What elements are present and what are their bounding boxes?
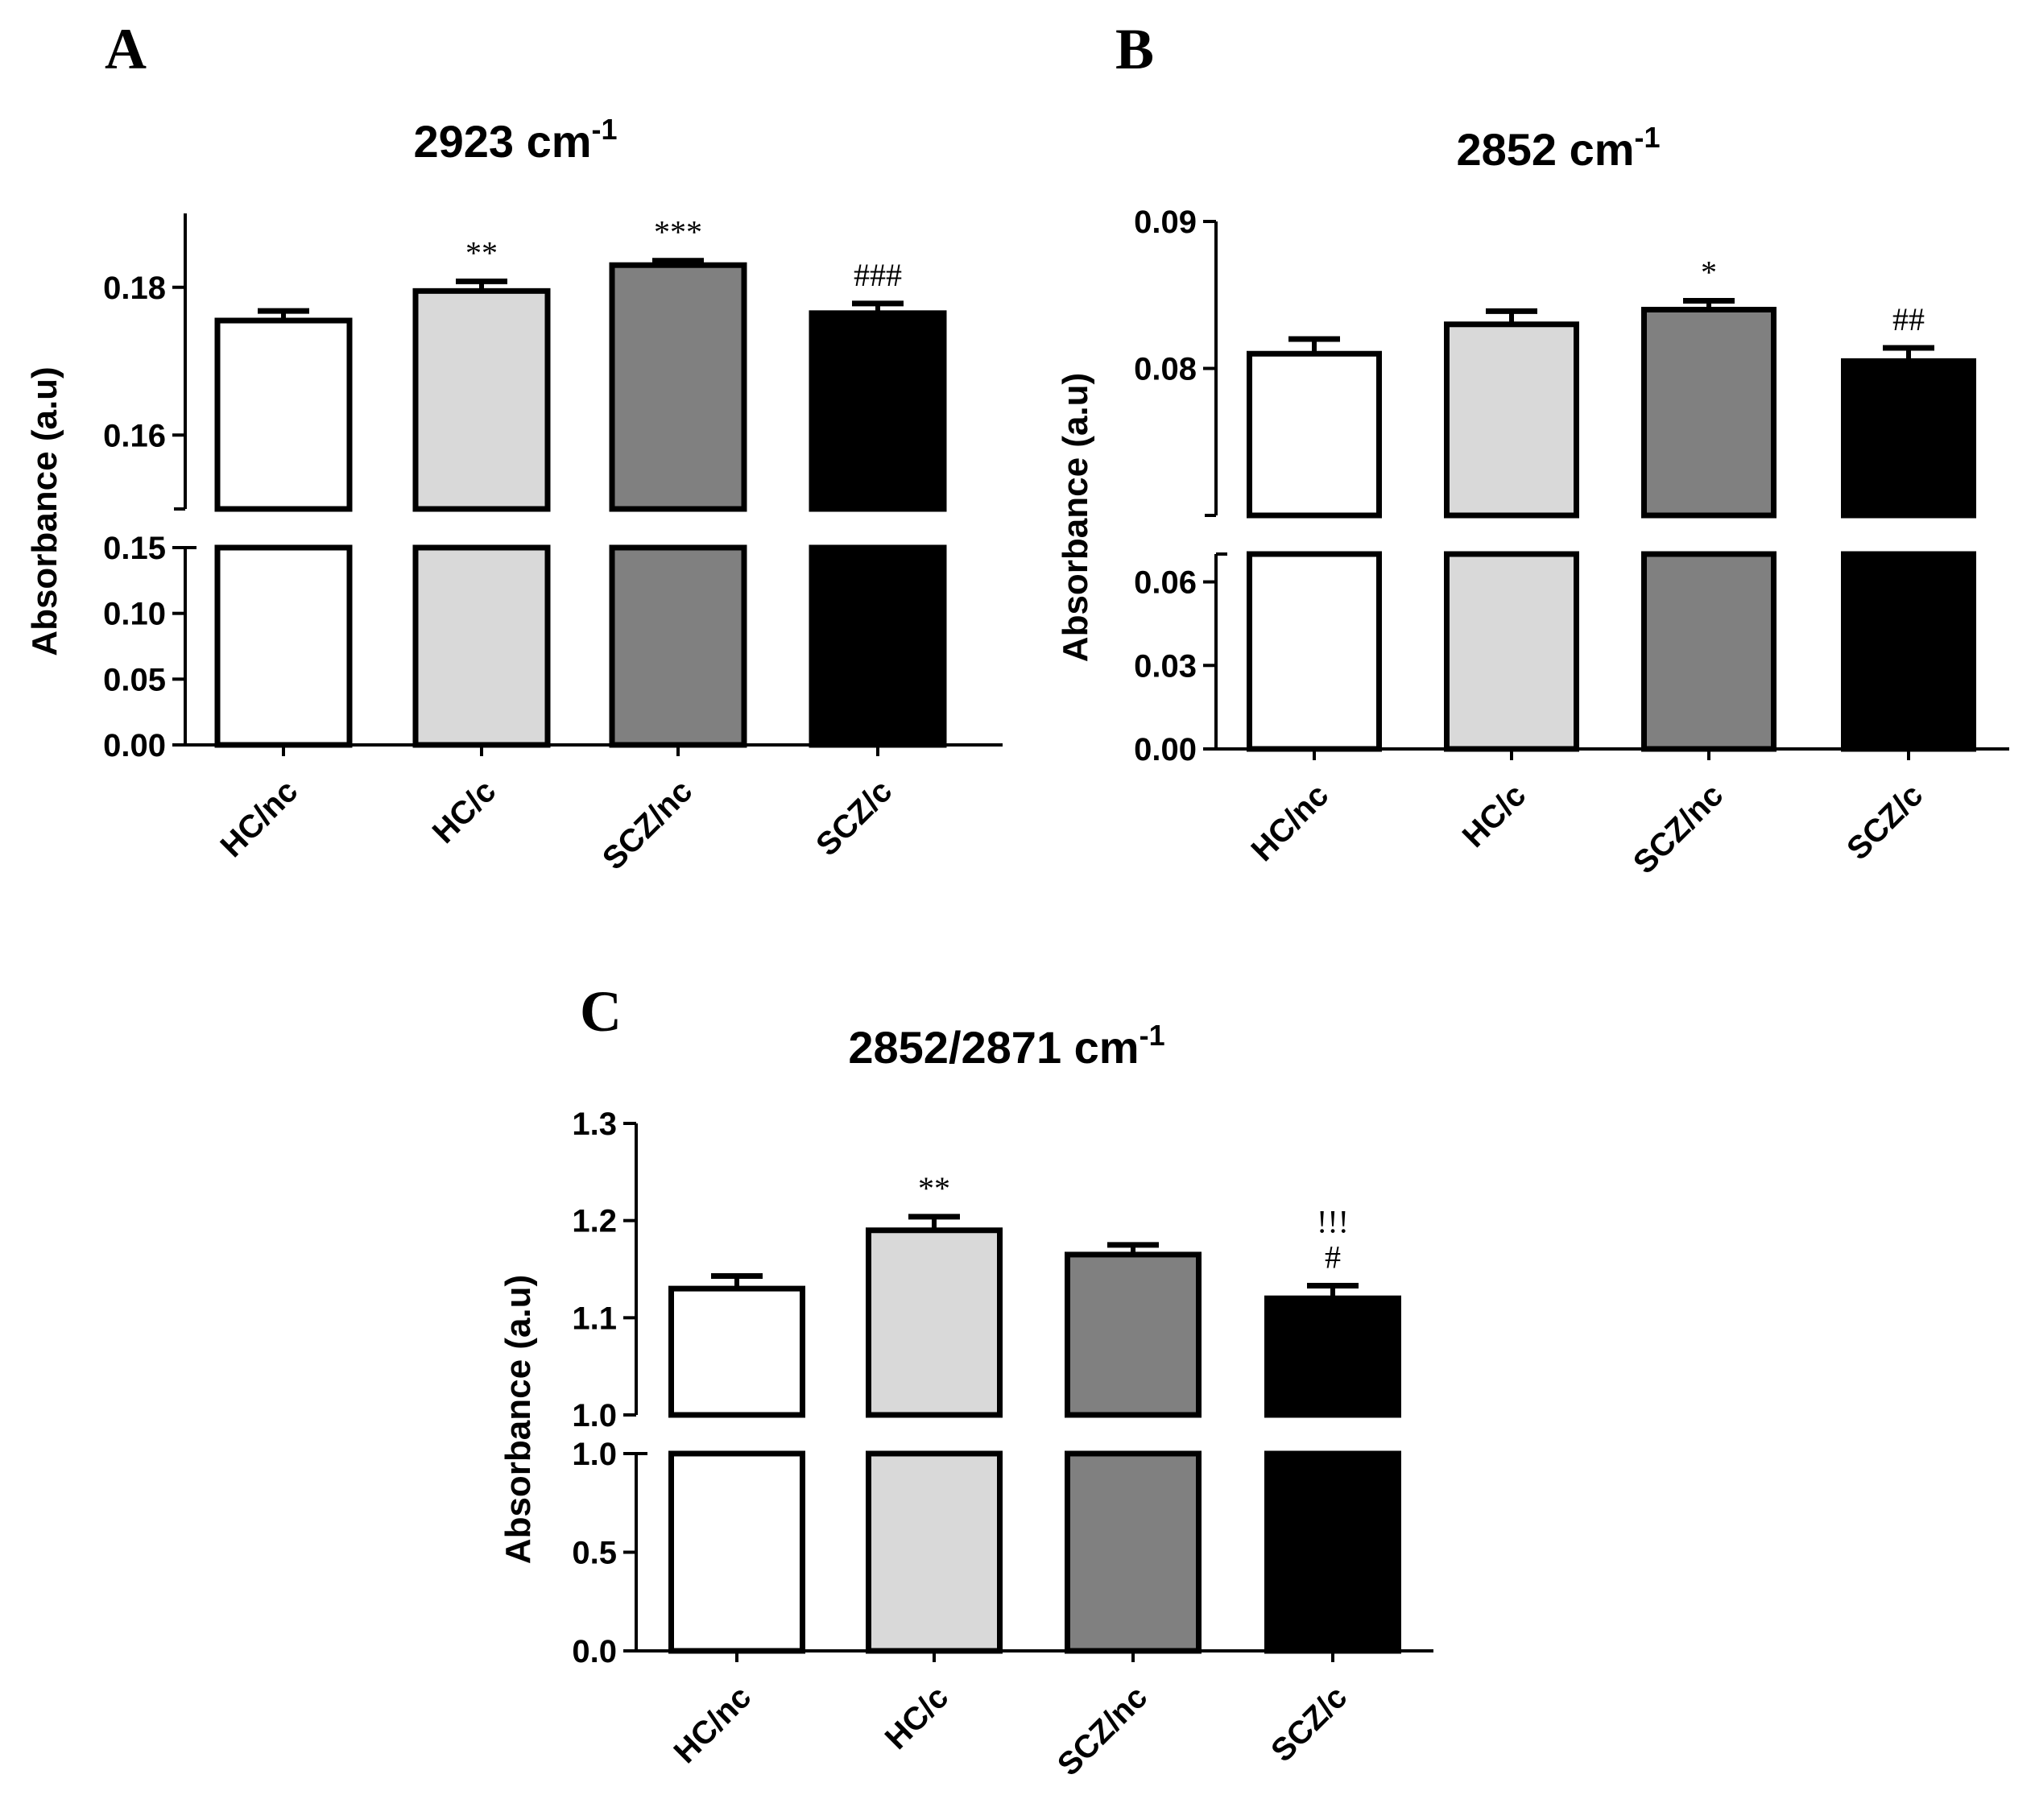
bar-scz-nc-upper [609, 262, 747, 512]
axis-break-gap [633, 1418, 1437, 1450]
panel-letter: A [105, 17, 147, 81]
category-label: HC/nc [214, 773, 305, 864]
chart-title-superscript: -1 [592, 113, 618, 146]
y-axis-label: Absorbance (a.u) [25, 366, 64, 656]
chart-title-main: 2852/2871 cm [848, 1022, 1139, 1073]
bar-scz-nc-lower [1641, 551, 1776, 752]
significance-label: ** [918, 1170, 950, 1206]
chart-title-main: 2923 cm [413, 116, 591, 167]
panel-c: C 2852/2871 cm-1 HC/nc ** HC/c SCZ/nc!!!# SCZ/… [498, 979, 1437, 1783]
y-tick-label: 0.09 [1134, 205, 1197, 240]
bar-hc-c-upper [412, 287, 551, 512]
category-label: HC/c [1456, 777, 1533, 854]
category-label: HC/nc [1245, 777, 1336, 868]
chart-title: 2852 cm-1 [1456, 121, 1660, 175]
y-tick-label: 1.2 [572, 1204, 617, 1239]
bar-scz-c-lower [1264, 1450, 1401, 1654]
panel-a: A 2923 cm-1 HC/nc ** HC/c *** SCZ/nc ### SCZ/c 0.… [25, 17, 1006, 877]
bar-hc-nc-upper [1247, 350, 1382, 519]
chart-title-superscript: -1 [1635, 121, 1661, 154]
bar-hc-nc-lower [1247, 551, 1382, 752]
category-label: HC/c [879, 1679, 956, 1756]
bar-hc-c-upper [1444, 321, 1579, 519]
significance-label: *** [654, 214, 702, 250]
y-tick-label: 0.15 [103, 531, 166, 566]
y-axis-label: Absorbance (a.u) [498, 1275, 538, 1564]
category-label: HC/c [426, 773, 503, 850]
bar-scz-c-upper [1264, 1295, 1401, 1418]
category-label: HC/nc [668, 1679, 759, 1770]
y-tick-label: 1.0 [572, 1398, 617, 1433]
y-tick-label: 0.18 [103, 271, 166, 306]
chart-title: 2923 cm-1 [413, 113, 617, 167]
bar-hc-c-lower [412, 544, 551, 748]
category-label: SCZ/nc [1051, 1679, 1155, 1783]
y-tick-label: 0.16 [103, 418, 166, 453]
category-label: SCZ/nc [1627, 777, 1731, 881]
bar-scz-nc-lower [609, 544, 747, 748]
bar-hc-c-lower [866, 1450, 1003, 1654]
bar-scz-c-upper [809, 310, 947, 512]
y-tick-label: 0.00 [103, 728, 166, 763]
significance-label: * [1701, 254, 1717, 291]
category-label: SCZ/c [809, 773, 899, 862]
bar-hc-nc-lower [668, 1450, 805, 1654]
significance-label: ** [465, 234, 498, 271]
bar-hc-nc-upper [668, 1285, 805, 1418]
bar-scz-c-lower [809, 544, 947, 748]
y-tick-label: 0.06 [1134, 565, 1197, 601]
chart-title: 2852/2871 cm-1 [848, 1019, 1164, 1073]
significance-label: # [1325, 1239, 1341, 1276]
y-tick-label: 0.05 [103, 662, 166, 697]
bar-hc-nc-upper [214, 317, 353, 512]
bar-scz-nc-upper [1065, 1251, 1202, 1418]
bar-hc-c-upper [866, 1227, 1003, 1418]
y-axis-label: Absorbance (a.u) [1056, 373, 1095, 662]
significance-label: ### [854, 257, 902, 293]
chart-title-superscript: -1 [1140, 1019, 1165, 1052]
y-tick-label: 0.10 [103, 597, 166, 632]
category-label: SCZ/c [1840, 777, 1930, 867]
y-tick-label: 0.08 [1134, 352, 1197, 387]
y-tick-label: 1.1 [572, 1301, 617, 1336]
significance-label: !!! [1317, 1204, 1349, 1240]
bar-hc-nc-lower [214, 544, 353, 748]
panel-b: B 2852 cm-1 HC/nc HC/c * SCZ/nc ## SCZ/c 0.00 0.0… [1056, 17, 2012, 881]
axis-break-gap [182, 512, 1006, 544]
panel-letter: C [580, 979, 622, 1044]
panel-letter: B [1115, 17, 1154, 81]
bar-scz-nc-lower [1065, 1450, 1202, 1654]
y-tick-label: 0.00 [1134, 732, 1197, 767]
y-tick-label: 1.0 [572, 1437, 617, 1472]
category-label: SCZ/nc [596, 773, 700, 877]
y-tick-label: 0.03 [1134, 648, 1197, 684]
y-tick-label: 0.0 [572, 1634, 617, 1669]
bar-scz-nc-upper [1641, 307, 1776, 519]
bar-hc-c-lower [1444, 551, 1579, 752]
significance-label: ## [1892, 301, 1925, 337]
axis-break-gap [1213, 519, 2012, 551]
bar-scz-c-upper [1841, 358, 1976, 519]
chart-title-main: 2852 cm [1456, 124, 1634, 175]
category-label: SCZ/c [1264, 1679, 1354, 1768]
bar-scz-c-lower [1841, 551, 1976, 752]
y-tick-label: 1.3 [572, 1106, 617, 1142]
y-tick-label: 0.5 [572, 1536, 617, 1571]
